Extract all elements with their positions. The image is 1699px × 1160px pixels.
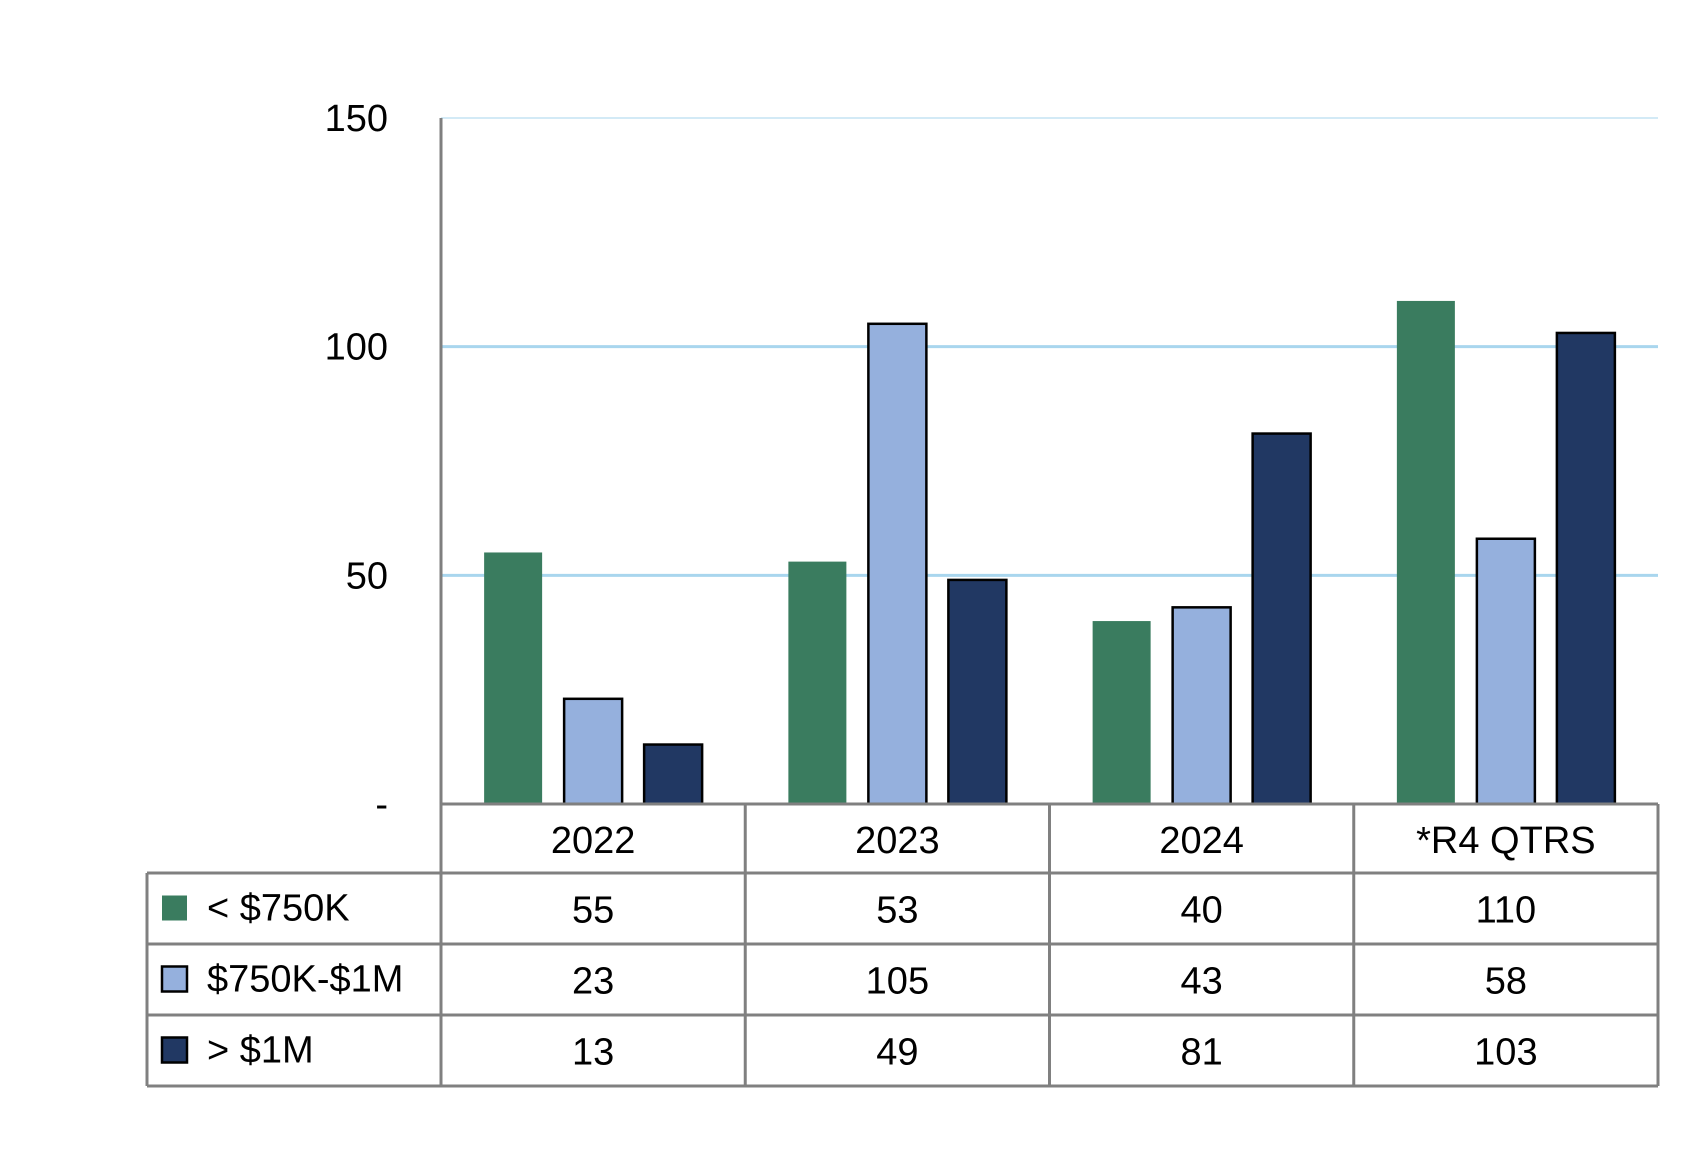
legend-label: < $750K	[207, 888, 350, 930]
x-tick-label: 2024	[1159, 820, 1244, 862]
bar-1-3	[1092, 621, 1151, 804]
axes: - 50 100 150	[325, 98, 443, 826]
data-label: 58	[1485, 961, 1527, 1003]
legend-key	[160, 965, 189, 993]
y-tick-label: 50	[346, 555, 388, 597]
data-label: 81	[1180, 1032, 1222, 1074]
x-tick-label: *R4 QTRS	[1416, 820, 1595, 862]
gridlines	[441, 117, 1658, 577]
bar-2-4	[1475, 537, 1537, 806]
data-label: 43	[1180, 961, 1222, 1003]
data-label: 105	[866, 961, 929, 1003]
bar-3-2	[947, 578, 1008, 806]
legend-key	[162, 895, 187, 921]
data-label: 23	[572, 961, 614, 1003]
x-tick-label: 2022	[551, 820, 636, 862]
bar-2-2	[867, 322, 928, 806]
legend-label: $750K-$1M	[207, 959, 403, 1001]
bar-3-1	[642, 743, 704, 806]
bar-1-4	[1396, 300, 1455, 804]
data-label: 53	[876, 890, 918, 932]
bar-1-1	[484, 552, 543, 804]
y-tick-label: -	[375, 784, 388, 826]
bar-3-3	[1251, 432, 1312, 806]
data-label: 55	[572, 890, 614, 932]
bars	[484, 300, 1617, 806]
data-label: 49	[876, 1032, 918, 1074]
bar-2-3	[1171, 606, 1232, 806]
bar-1-2	[788, 561, 847, 804]
x-tick-label: 2023	[855, 820, 940, 862]
y-tick-label: 150	[325, 98, 388, 140]
data-label: 103	[1474, 1032, 1537, 1074]
bar-2-1	[562, 697, 624, 806]
data-label: 110	[1476, 890, 1537, 932]
bar-3-4	[1555, 331, 1617, 806]
legend-key	[160, 1036, 189, 1064]
legend-label: > $1M	[207, 1030, 314, 1072]
data-label: 40	[1180, 890, 1222, 932]
data-label: 13	[572, 1032, 614, 1074]
data-table: 2022 2023 2024 *R4 QTRS < $750K 55 53 40 110 $750…	[145, 802, 1660, 1088]
y-tick-label: 100	[325, 327, 388, 369]
